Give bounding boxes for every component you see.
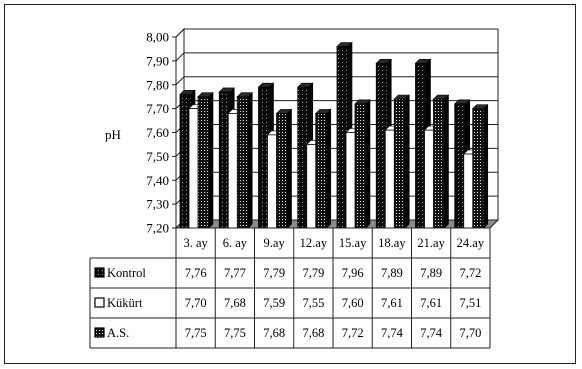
bar-chart: 7,20 7,30 7,40 7,50 7,60 7,70 7,80 7,90 8,00 3. … bbox=[89, 27, 500, 349]
chart-frame: 7,20 7,30 7,40 7,50 7,60 7,70 7,80 7,90 8,00 3. … bbox=[4, 4, 576, 364]
x-tick-label: 9.ay bbox=[264, 236, 286, 250]
y-tick-label: 7,90 bbox=[146, 53, 169, 68]
data-label: 7,79 bbox=[302, 266, 324, 280]
data-label: 7,60 bbox=[342, 296, 364, 310]
data-label: 7,70 bbox=[459, 326, 481, 340]
gridline-side bbox=[175, 76, 185, 86]
bar-a.s. bbox=[315, 113, 328, 229]
bar-a.s. bbox=[393, 98, 406, 229]
bar-side-a.s. bbox=[287, 108, 292, 229]
bar-side-a.s. bbox=[326, 108, 332, 229]
data-label: 7,75 bbox=[185, 326, 207, 340]
x-tick-label: 6. ay bbox=[223, 236, 248, 250]
y-tick-label: 7,70 bbox=[146, 101, 169, 116]
x-tick-label: 3. ay bbox=[183, 236, 208, 250]
data-label: 7,59 bbox=[263, 296, 285, 310]
legend-key-kontrol bbox=[94, 267, 105, 278]
data-label: 7,68 bbox=[302, 326, 324, 340]
data-label: 7,61 bbox=[420, 296, 442, 310]
y-tick-label: 7,50 bbox=[146, 149, 169, 164]
y-tick-label: 7,20 bbox=[146, 221, 169, 236]
data-label: 7,74 bbox=[420, 326, 443, 340]
bar-side-a.s. bbox=[483, 103, 489, 229]
data-label: 7,72 bbox=[342, 326, 364, 340]
bar-side-a.s. bbox=[444, 94, 449, 229]
bar-a.s. bbox=[433, 98, 445, 229]
x-tick-label: 18.ay bbox=[378, 236, 406, 250]
gridline-side bbox=[175, 52, 185, 62]
legend-label: A.S. bbox=[107, 326, 129, 340]
data-label: 7,77 bbox=[224, 266, 246, 280]
x-tick-label: 12.ay bbox=[300, 236, 328, 250]
bar-side-a.s. bbox=[404, 94, 410, 229]
data-label: 7,76 bbox=[185, 266, 207, 280]
bar-side-a.s. bbox=[247, 91, 253, 229]
bar-a.s. bbox=[236, 96, 249, 229]
bar-a.s. bbox=[276, 113, 288, 229]
data-label: 7,72 bbox=[459, 266, 481, 280]
bar-side-a.s. bbox=[208, 91, 214, 229]
data-label: 7,96 bbox=[342, 266, 364, 280]
data-label: 7,68 bbox=[224, 296, 246, 310]
y-tick-label: 7,80 bbox=[146, 77, 169, 92]
data-label: 7,89 bbox=[381, 266, 403, 280]
y-tick-label: 7,40 bbox=[146, 173, 169, 188]
x-tick-label: 24.ay bbox=[457, 236, 485, 250]
data-label: 7,70 bbox=[185, 296, 207, 310]
data-label: 7,68 bbox=[263, 326, 285, 340]
data-label: 7,61 bbox=[381, 296, 403, 310]
bar-a.s. bbox=[354, 103, 367, 229]
x-tick-label: 21.ay bbox=[417, 236, 445, 250]
legend-key-kükürt bbox=[94, 297, 105, 308]
data-label: 7,89 bbox=[420, 266, 442, 280]
y-tick-label: 7,30 bbox=[146, 197, 169, 212]
y-tick-label: 8,00 bbox=[146, 30, 169, 45]
y-axis-label: pH bbox=[105, 127, 121, 142]
data-label: 7,79 bbox=[263, 266, 285, 280]
legend-label: Kontrol bbox=[107, 266, 146, 280]
legend-label: Kükürt bbox=[107, 296, 143, 310]
data-label: 7,55 bbox=[302, 296, 324, 310]
legend-key-a.s. bbox=[94, 327, 105, 338]
bar-side-a.s. bbox=[365, 99, 371, 229]
data-label: 7,75 bbox=[224, 326, 246, 340]
y-tick-label: 7,60 bbox=[146, 125, 169, 140]
x-tick-label: 15.ay bbox=[339, 236, 367, 250]
data-label: 7,74 bbox=[381, 326, 404, 340]
gridline-side bbox=[175, 28, 185, 38]
bar-a.s. bbox=[197, 96, 210, 229]
data-label: 7,51 bbox=[459, 296, 481, 310]
bar-a.s. bbox=[472, 108, 485, 229]
